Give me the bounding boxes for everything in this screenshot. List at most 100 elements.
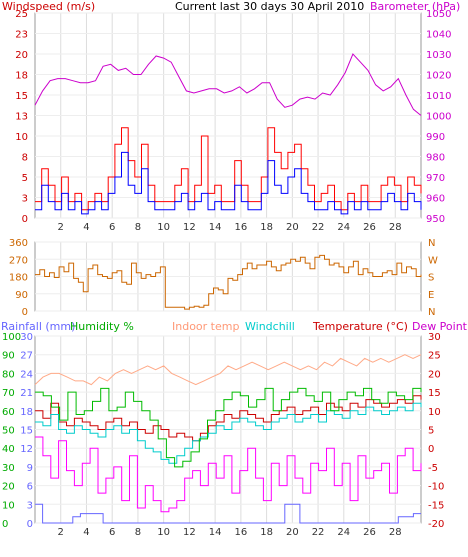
barometer-series bbox=[34, 53, 422, 116]
x-tick-label: 2 bbox=[58, 527, 64, 538]
windspeed-series bbox=[35, 151, 422, 215]
y-tick-label: 20 bbox=[15, 50, 28, 61]
y-tick-label: 0 bbox=[22, 307, 28, 318]
x-tick-label: 6 bbox=[109, 222, 115, 233]
y-tick-label: 50 bbox=[2, 426, 15, 437]
y-tick-label: 27 bbox=[20, 351, 33, 362]
x-tick-label: 4 bbox=[83, 527, 89, 538]
y-tick-label: 5 bbox=[22, 173, 28, 184]
rainfall-axis-label: Rainfall (mm) bbox=[1, 320, 75, 333]
y-tick-label: 3 bbox=[22, 194, 28, 205]
series-humidity- bbox=[35, 387, 422, 468]
chart-title: Current last 30 days 30 April 2010 bbox=[175, 0, 364, 13]
y-tick-label: 20 bbox=[2, 482, 15, 493]
y-tick-label: 12 bbox=[20, 444, 33, 455]
y-tick-label: 6 bbox=[27, 482, 33, 493]
x-tick-label: 28 bbox=[389, 222, 402, 233]
indoor-temp-label: Indoor temp bbox=[172, 320, 239, 333]
y-tick-label: 1030 bbox=[426, 50, 451, 61]
x-tick-label: 10 bbox=[157, 222, 170, 233]
x-tick-label: 18 bbox=[260, 527, 273, 538]
y-tick-label: 970 bbox=[426, 173, 445, 184]
x-tick-label: 16 bbox=[234, 527, 247, 538]
x-tick-label: 22 bbox=[312, 527, 325, 538]
y-tick-label: -5 bbox=[428, 463, 438, 474]
windspeed-axis-label: Windspeed (m/s) bbox=[2, 0, 95, 13]
y-tick-label: N bbox=[428, 307, 435, 318]
y-tick-label: 40 bbox=[2, 444, 15, 455]
y-tick-label: 13 bbox=[15, 112, 28, 123]
y-tick-label: 950 bbox=[426, 214, 445, 225]
y-tick-label: 100 bbox=[2, 332, 21, 343]
y-tick-label: 24 bbox=[20, 369, 33, 380]
y-tick-label: 5 bbox=[428, 426, 434, 437]
series-temperature-c- bbox=[35, 395, 422, 442]
series-rainfall-mm- bbox=[35, 503, 421, 524]
y-tick-label: 25 bbox=[15, 9, 28, 20]
y-tick-label: E bbox=[428, 290, 434, 301]
x-tick-label: 24 bbox=[337, 527, 350, 538]
y-tick-label: 0 bbox=[22, 214, 28, 225]
y-tick-label: 10 bbox=[428, 407, 441, 418]
x-tick-label: 12 bbox=[183, 222, 196, 233]
series-dew-point bbox=[35, 436, 422, 513]
y-tick-label: -10 bbox=[428, 482, 444, 493]
x-tick-label: 14 bbox=[209, 222, 222, 233]
y-tick-label: 15 bbox=[428, 388, 441, 399]
y-tick-label: 60 bbox=[2, 407, 15, 418]
y-tick-label: 10 bbox=[2, 500, 15, 511]
y-tick-label: 8 bbox=[22, 153, 28, 164]
wind-direction-series bbox=[35, 254, 422, 310]
x-tick-label: 16 bbox=[234, 222, 247, 233]
y-tick-label: 18 bbox=[20, 407, 33, 418]
wind-gust-series bbox=[35, 127, 422, 211]
y-tick-label: 360 bbox=[9, 238, 28, 249]
y-tick-label: 18 bbox=[15, 71, 28, 82]
x-tick-label: 28 bbox=[389, 527, 402, 538]
y-tick-label: 270 bbox=[9, 255, 28, 266]
y-tick-label: 30 bbox=[428, 332, 441, 343]
x-tick-label: 10 bbox=[157, 527, 170, 538]
y-tick-label: 25 bbox=[428, 351, 441, 362]
y-tick-label: 1020 bbox=[426, 71, 451, 82]
y-tick-label: -20 bbox=[428, 519, 444, 530]
y-tick-label: 1010 bbox=[426, 91, 451, 102]
x-tick-label: 22 bbox=[312, 222, 325, 233]
x-tick-label: 26 bbox=[363, 527, 376, 538]
y-tick-label: S bbox=[428, 273, 434, 284]
x-tick-label: 18 bbox=[260, 222, 273, 233]
x-tick-label: 6 bbox=[109, 527, 115, 538]
y-tick-label: 90 bbox=[15, 290, 28, 301]
y-tick-label: N bbox=[428, 238, 435, 249]
y-tick-label: 21 bbox=[20, 388, 33, 399]
y-tick-label: 15 bbox=[15, 91, 28, 102]
x-tick-label: 26 bbox=[363, 222, 376, 233]
y-tick-label: 960 bbox=[426, 194, 445, 205]
y-tick-label: 23 bbox=[15, 30, 28, 41]
barometer-axis-label: Barometer (hPa) bbox=[370, 0, 460, 13]
y-tick-label: 70 bbox=[2, 388, 15, 399]
y-tick-label: 20 bbox=[428, 369, 441, 380]
y-tick-label: 990 bbox=[426, 132, 445, 143]
y-tick-label: 30 bbox=[2, 463, 15, 474]
x-tick-label: 2 bbox=[58, 222, 64, 233]
windchill-label: Windchill bbox=[245, 320, 295, 333]
y-tick-label: -15 bbox=[428, 500, 444, 511]
y-tick-label: 0 bbox=[2, 519, 8, 530]
x-tick-label: 24 bbox=[337, 222, 350, 233]
x-tick-label: 8 bbox=[135, 222, 141, 233]
series-windchill bbox=[35, 402, 422, 464]
y-tick-label: 980 bbox=[426, 153, 445, 164]
x-tick-label: 4 bbox=[83, 222, 89, 233]
y-tick-label: 90 bbox=[2, 351, 15, 362]
y-tick-label: 3 bbox=[27, 500, 33, 511]
y-tick-label: 1000 bbox=[426, 112, 451, 123]
x-tick-label: 20 bbox=[286, 222, 299, 233]
x-tick-label: 14 bbox=[209, 527, 222, 538]
humidity-axis-label: Humidity % bbox=[70, 320, 134, 333]
y-tick-label: 30 bbox=[20, 332, 33, 343]
y-tick-label: W bbox=[428, 255, 438, 266]
y-tick-label: 9 bbox=[27, 463, 33, 474]
x-tick-label: 20 bbox=[286, 527, 299, 538]
